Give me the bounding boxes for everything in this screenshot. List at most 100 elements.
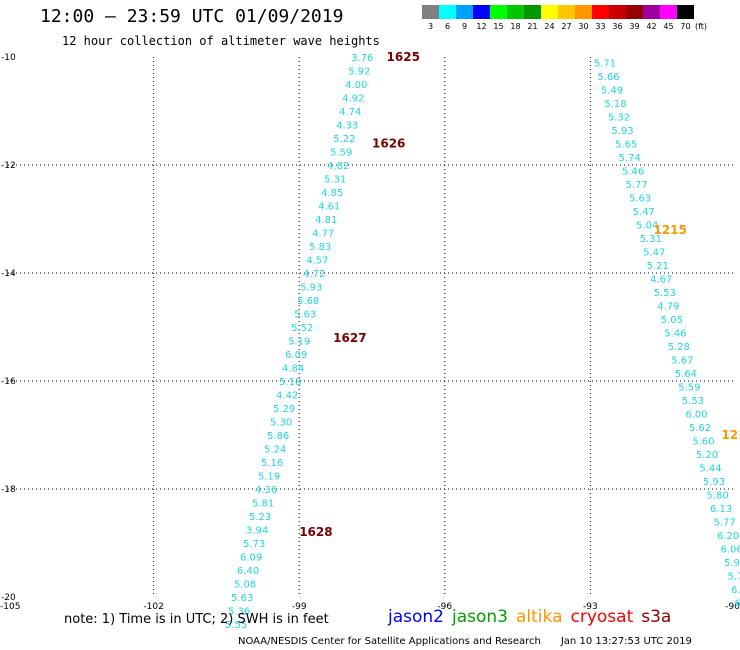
swh-value-label: 5.49 [601, 85, 623, 96]
colorbar-swatch [677, 5, 694, 19]
swh-value-label: 5.71 [594, 58, 616, 69]
colorbar-units: (ft) [695, 22, 708, 31]
colorbar-label: 9 [461, 22, 468, 31]
swh-value-label: 6.06 [720, 544, 740, 555]
pass-time-label: 1214 [721, 428, 740, 442]
swh-value-label: 5.36 [228, 607, 250, 618]
colorbar-swatch [439, 5, 456, 19]
swh-value-label: 5.46 [664, 328, 686, 339]
swh-value-label: 5.31 [324, 175, 346, 186]
swh-value-label: 5.47 [633, 207, 655, 218]
swh-value-label: 6.09 [240, 553, 262, 564]
swh-value-label: 4.67 [650, 274, 672, 285]
colorbar-label: 45 [663, 22, 674, 31]
footer-source: NOAA/NESDIS Center for Satellite Applica… [238, 636, 541, 647]
colorbar-label: 27 [561, 22, 572, 31]
swh-value-label: 5.29 [273, 404, 295, 415]
legend-item-cryosat: cryosat [570, 607, 634, 627]
pass-time-label: 1627 [333, 331, 366, 345]
swh-value-label: 5.05 [661, 315, 683, 326]
swh-value-label: 6.09 [285, 350, 307, 361]
swh-value-label: 5.60 [692, 436, 714, 447]
pass-time-label: 1215 [653, 223, 686, 237]
swh-value-label: 5.44 [699, 463, 721, 474]
swh-value-label: 4.00 [345, 80, 367, 91]
swh-value-label: 4.81 [315, 215, 337, 226]
swh-value-label: 4.36 [255, 485, 277, 496]
lat-tick-label: -20 [1, 593, 16, 603]
pass-time-label: 1625 [387, 50, 420, 64]
lon-tick-label: -102 [143, 602, 163, 612]
lon-tick-label: -90 [725, 602, 740, 612]
swh-value-label: 5.65 [615, 139, 637, 150]
swh-value-label: 4.57 [306, 256, 328, 267]
colorbar-swatch [575, 5, 592, 19]
page-subtitle: 12 hour collection of altimeter wave hei… [62, 34, 380, 48]
swh-value-label: 5.53 [682, 396, 704, 407]
swh-value-label: 5.93 [703, 477, 725, 488]
colorbar-label: 15 [493, 22, 504, 31]
lat-tick-label: -16 [1, 377, 16, 387]
swh-value-label: 5.63 [629, 193, 651, 204]
swh-value-label: 4.85 [321, 188, 343, 199]
swh-value-label: 5.53 [654, 288, 676, 299]
colorbar-swatch [456, 5, 473, 19]
swh-value-label: 5.80 [706, 490, 728, 501]
colorbar-swatch [541, 5, 558, 19]
colorbar-label: 30 [578, 22, 589, 31]
swh-value-label: 5.30 [270, 418, 292, 429]
swh-value-label: 4.84 [282, 364, 304, 375]
swh-value-label: 5.19 [288, 337, 310, 348]
colorbar-label: 36 [612, 22, 623, 31]
swh-value-label: 5.76 [728, 571, 740, 582]
lat-tick-label: -10 [1, 53, 16, 63]
colorbar-swatch [524, 5, 541, 19]
swh-value-label: 5.92 [348, 67, 370, 78]
colorbar-label: 39 [629, 22, 640, 31]
colorbar-label: 18 [510, 22, 521, 31]
colorbar-swatch [558, 5, 575, 19]
swh-value-label: 6.72 [731, 585, 740, 596]
colorbar-label: 42 [646, 22, 657, 31]
swh-value-label: 4.82 [327, 161, 349, 172]
swh-value-label: 5.59 [678, 382, 700, 393]
swh-value-label: 5.23 [249, 512, 271, 523]
swh-value-label: 5.55 [225, 620, 247, 631]
colorbar-swatch [507, 5, 524, 19]
colorbar-label: 6 [444, 22, 451, 31]
colorbar-swatch [609, 5, 626, 19]
legend-item-jason3: jason3 [452, 607, 508, 627]
colorbar-label: 12 [476, 22, 487, 31]
satellite-legend: jason2 jason3 altika cryosat s3a [388, 607, 679, 627]
swh-value-label: 5.86 [267, 431, 289, 442]
swh-value-label: 5.81 [252, 499, 274, 510]
swh-value-label: 5.59 [330, 148, 352, 159]
swh-value-label: 5.24 [264, 445, 286, 456]
swh-value-label: 6.13 [710, 504, 732, 515]
footer: NOAA/NESDIS Center for Satellite Applica… [238, 636, 692, 647]
swh-value-label: 5.62 [689, 423, 711, 434]
pass-time-label: 1626 [372, 136, 405, 150]
colorbar-swatch [473, 5, 490, 19]
colorbar-label: 24 [544, 22, 555, 31]
footer-timestamp: Jan 10 13:27:53 UTC 2019 [560, 636, 692, 647]
lon-tick-label: -93 [583, 602, 598, 612]
colorbar-label: 21 [527, 22, 538, 31]
swh-value-label: 6.31 [735, 598, 740, 609]
lat-tick-label: -18 [1, 485, 16, 495]
swh-value-label: 5.67 [671, 355, 693, 366]
swh-value-label: 5.93 [611, 126, 633, 137]
page-title: 12:00 – 23:59 UTC 01/09/2019 [40, 6, 344, 27]
swh-value-label: 4.42 [276, 391, 298, 402]
lat-tick-label: -12 [1, 161, 16, 171]
swh-value-label: 5.68 [297, 296, 319, 307]
swh-value-label: 5.83 [309, 242, 331, 253]
swh-value-label: 5.77 [713, 517, 735, 528]
swh-value-label: 5.63 [231, 593, 253, 604]
swh-value-label: 4.33 [336, 121, 358, 132]
lon-tick-label: -96 [437, 602, 452, 612]
swh-value-label: 5.16 [261, 458, 283, 469]
swh-value-label: 5.47 [643, 247, 665, 258]
